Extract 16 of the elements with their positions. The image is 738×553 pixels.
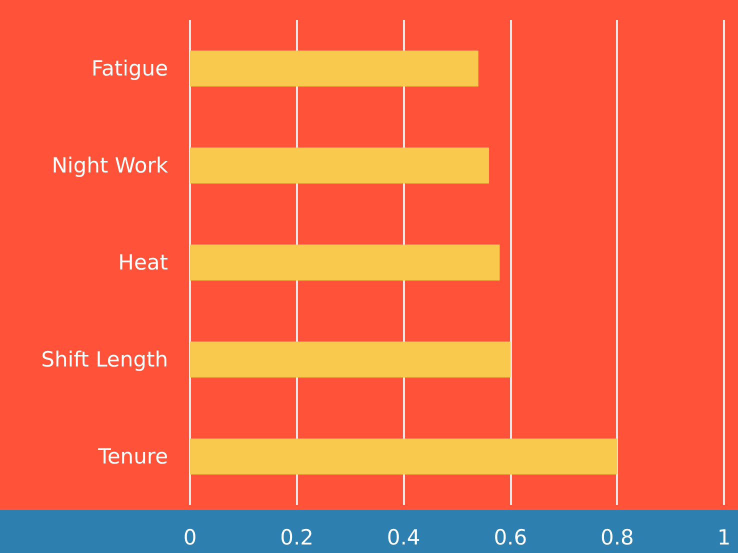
y-tick-label: Heat — [118, 250, 168, 274]
bar — [190, 244, 500, 280]
x-tick-label: 1 — [717, 526, 731, 550]
y-tick-label: Fatigue — [91, 56, 168, 80]
bar — [190, 50, 478, 86]
bar — [190, 438, 618, 474]
y-tick-label: Shift Length — [41, 348, 168, 372]
y-tick-label: Night Work — [52, 154, 169, 178]
y-tick-label: Tenure — [97, 444, 168, 468]
bar — [190, 148, 490, 184]
x-tick-label: 0.4 — [386, 526, 420, 550]
x-tick-label: 0.2 — [280, 526, 314, 550]
x-tick-label: 0 — [183, 526, 197, 550]
bar — [190, 342, 510, 378]
x-tick-label: 0.6 — [494, 526, 528, 550]
x-tick-label: 0.8 — [600, 526, 634, 550]
